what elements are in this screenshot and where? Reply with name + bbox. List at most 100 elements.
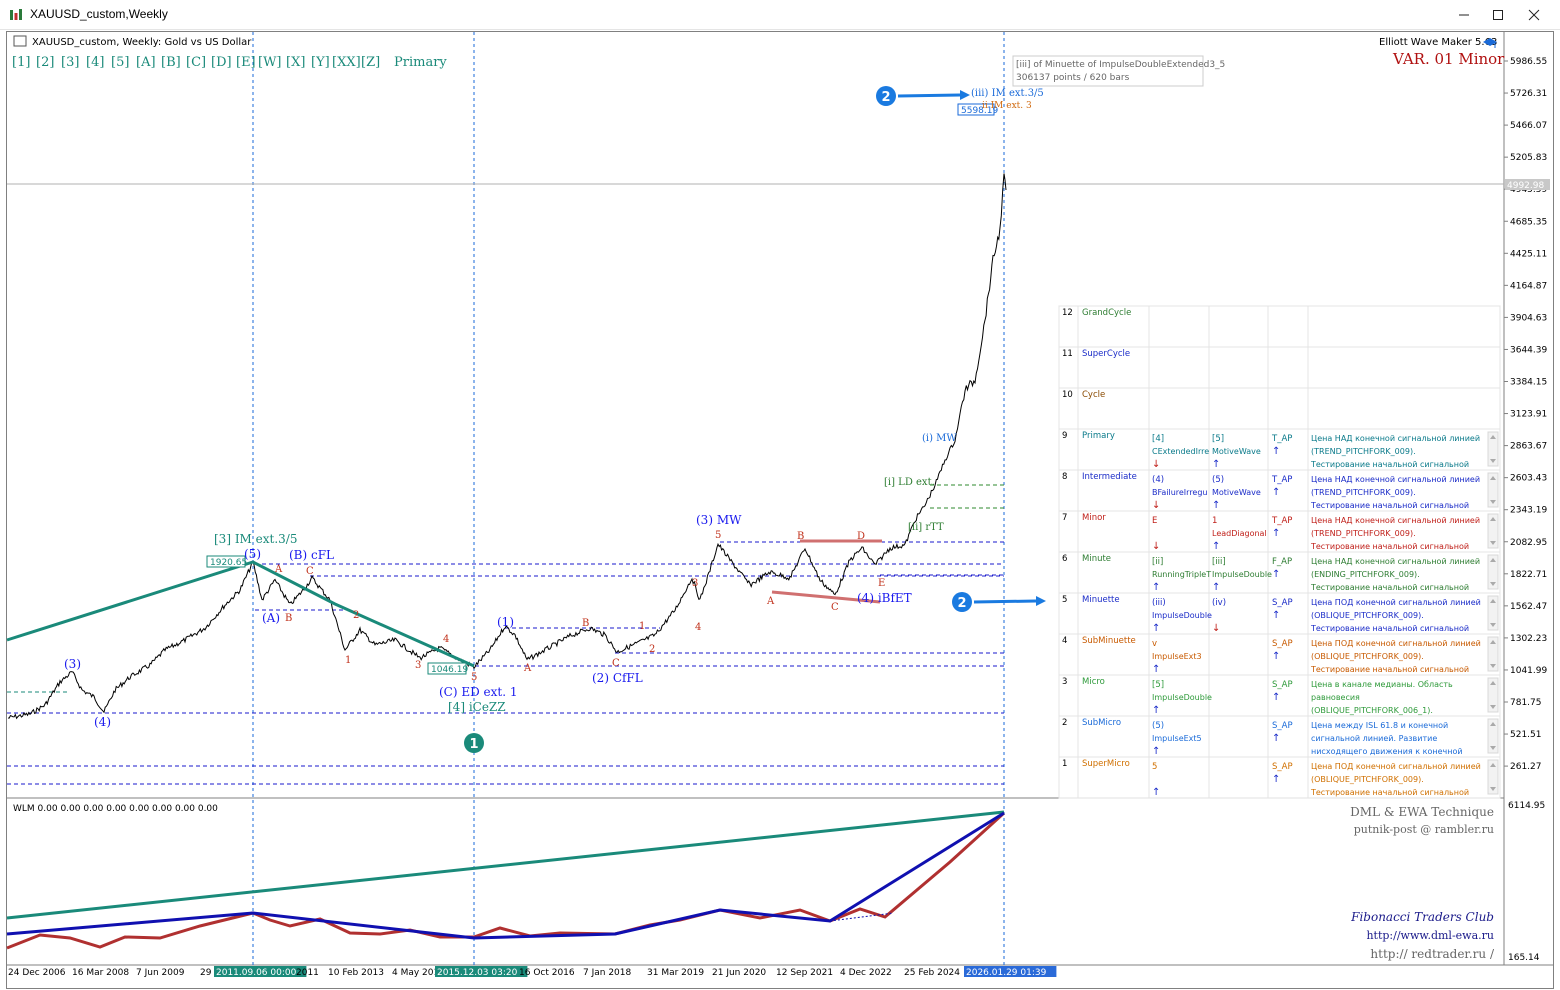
row-scrollbar[interactable] <box>1487 595 1499 631</box>
table-cell: 10 <box>1062 390 1073 400</box>
wave-label: 4 <box>695 622 701 633</box>
row-scrollbar[interactable] <box>1487 718 1499 754</box>
scroll-down-icon[interactable] <box>1490 459 1496 463</box>
row-scrollbar[interactable] <box>1487 554 1499 590</box>
table-cell: ↑ <box>1152 746 1160 757</box>
time-axis: 24 Dec 2006 16 Mar 2008 7 Jun 2009 29 2011.0… <box>8 966 1057 978</box>
price-axis-label: 5466.07 <box>1510 121 1547 131</box>
table-cell: 12 <box>1062 308 1073 318</box>
close-icon <box>1528 9 1540 21</box>
time-axis-label: 4 May 201 <box>392 968 439 978</box>
wave-button[interactable]: [1] <box>12 55 30 70</box>
scroll-down-icon[interactable] <box>1490 664 1496 668</box>
scroll-up-icon[interactable] <box>1490 640 1496 644</box>
row-scrollbar[interactable] <box>1487 636 1499 672</box>
table-cell: Тестирование начальной сигнальной <box>1310 624 1469 633</box>
table-cell: (TREND_PITCHFORK_009). <box>1311 529 1416 538</box>
table-cell: Цена ПОД конечной сигнальной линией <box>1311 598 1481 607</box>
table-cell: ↑ <box>1152 623 1160 634</box>
table-cell: 6 <box>1062 554 1067 564</box>
table-cell: RunningTripleT <box>1152 570 1211 579</box>
price-axis-label: 4945.59 <box>1510 185 1547 195</box>
table-cell: ImpulseDouble <box>1152 611 1212 620</box>
row-scrollbar[interactable] <box>1487 472 1499 508</box>
table-cell: 5 <box>1152 762 1157 772</box>
scroll-up-icon[interactable] <box>1490 517 1496 521</box>
table-cell: S_AP <box>1272 680 1293 690</box>
row-scrollbar[interactable] <box>1487 759 1499 795</box>
scroll-down-icon[interactable] <box>1490 582 1496 586</box>
time-axis-highlight <box>214 966 307 977</box>
scroll-down-icon[interactable] <box>1490 541 1496 545</box>
table-cell: SuperMicro <box>1082 759 1130 769</box>
wave-button[interactable]: [D] <box>211 55 232 70</box>
row-scrollbar[interactable] <box>1487 431 1499 467</box>
circle-2-icon <box>876 86 896 106</box>
wave-label: 3 <box>415 660 421 671</box>
wave-button[interactable]: [3] <box>61 55 79 70</box>
wave-button[interactable]: [C] <box>186 55 206 70</box>
wave-button[interactable]: [E] <box>236 55 256 70</box>
scroll-down-icon[interactable] <box>1490 500 1496 504</box>
scroll-down-icon[interactable] <box>1490 705 1496 709</box>
table-cell: LeadDiagonal <box>1212 529 1267 538</box>
table-cell: ↑ <box>1272 528 1280 539</box>
wave-button[interactable]: [X] <box>286 55 305 70</box>
wave-label: 5 <box>471 672 477 683</box>
wave-button[interactable]: [Y] <box>311 55 330 70</box>
scroll-down-icon[interactable] <box>1490 623 1496 627</box>
scroll-up-icon[interactable] <box>1490 763 1496 767</box>
minimize-button[interactable] <box>1447 0 1481 30</box>
table-cell: Intermediate <box>1082 472 1137 482</box>
wave-button[interactable]: [Z] <box>361 55 380 70</box>
wave-button[interactable]: [XX] <box>332 55 361 70</box>
table-cell: Тестирование начальной сигнальной <box>1310 665 1469 674</box>
price-axis-label: 3644.39 <box>1510 345 1547 355</box>
table-cell: Primary <box>1082 431 1115 441</box>
table-cell: 2 <box>1062 718 1067 728</box>
scroll-up-icon[interactable] <box>1490 599 1496 603</box>
table-row: 2 SubMicro (5) ImpulseExt5 ↑ S_AP ↑ Цена между … <box>1059 715 1500 757</box>
price-axis-label: 4425.11 <box>1510 249 1547 259</box>
table-cell: ↓ <box>1152 541 1160 552</box>
scroll-down-icon[interactable] <box>1490 787 1496 791</box>
wave-button[interactable]: [B] <box>161 55 181 70</box>
wave-label: 2 <box>649 644 655 655</box>
table-cell: (OBLIQUE_PITCHFORK_006_1). <box>1311 706 1433 715</box>
wave-button[interactable]: [W] <box>258 55 282 70</box>
circle-2-top: 2 <box>876 86 970 106</box>
table-cell: Цена между ISL 61.8 и конечной <box>1311 721 1448 730</box>
wave-label: E <box>878 578 885 589</box>
wave-button[interactable]: [2] <box>36 55 54 70</box>
teal-wave-line <box>6 560 475 668</box>
table-cell: S_AP <box>1272 721 1293 731</box>
maximize-icon <box>1493 10 1503 20</box>
scroll-up-icon[interactable] <box>1490 435 1496 439</box>
wave-button[interactable]: [4] <box>86 55 104 70</box>
table-cell: MotiveWave <box>1212 447 1261 456</box>
row-scrollbar[interactable] <box>1487 677 1499 713</box>
scroll-down-icon[interactable] <box>1490 746 1496 750</box>
scroll-up-icon[interactable] <box>1490 558 1496 562</box>
table-cell: 5 <box>1062 595 1067 605</box>
level-lines <box>7 541 1004 785</box>
wave-button[interactable]: [5] <box>111 55 129 70</box>
wlm-red-line <box>6 811 1006 950</box>
arrow-right-icon <box>897 93 961 98</box>
row-scrollbar[interactable] <box>1487 513 1499 549</box>
scroll-up-icon[interactable] <box>1490 722 1496 726</box>
close-button[interactable] <box>1517 0 1551 30</box>
target-price-text: 5598.19 <box>961 106 998 116</box>
price-axis-label: 4685.35 <box>1510 217 1547 227</box>
maximize-button[interactable] <box>1481 0 1515 30</box>
degree-label[interactable]: Primary <box>394 55 447 70</box>
wave-label: A <box>523 663 532 674</box>
credits: DML & EWA Technique putnik-post @ ramble… <box>1350 805 1495 961</box>
wave-button[interactable]: [A] <box>136 55 156 70</box>
wave-label: [4] iCeZZ <box>448 700 506 714</box>
scroll-up-icon[interactable] <box>1490 681 1496 685</box>
table-cell: ↑ <box>1272 651 1280 662</box>
scroll-up-icon[interactable] <box>1490 476 1496 480</box>
time-axis-label: 7 Jan 2018 <box>583 968 631 978</box>
